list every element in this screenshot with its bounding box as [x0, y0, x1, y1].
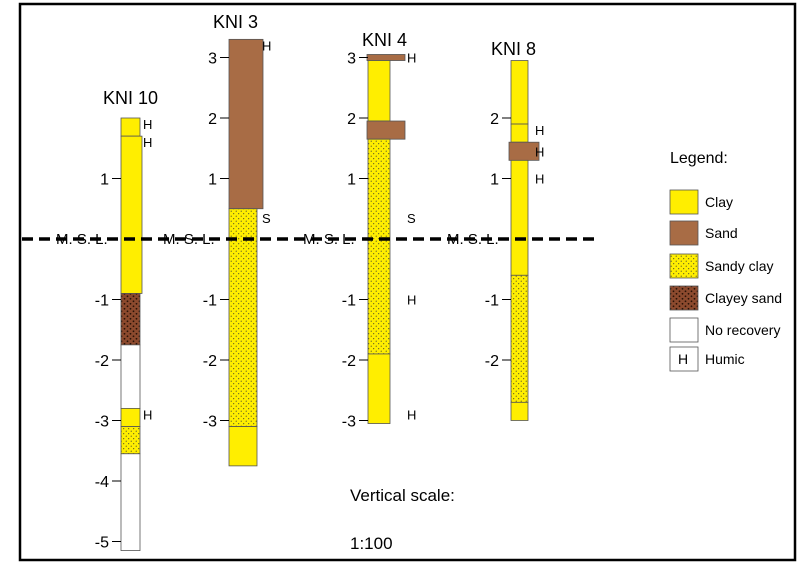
- scale-value: 1:100: [350, 534, 393, 553]
- depth-label: 3: [208, 51, 217, 68]
- layer-clay: [510, 60, 529, 125]
- depth-label: -2: [485, 353, 499, 370]
- depth-label: -1: [342, 293, 356, 310]
- legend-item-humic: H Humic: [669, 346, 745, 372]
- msl-label: M. S. L.: [447, 231, 499, 248]
- depth-label: -3: [342, 414, 356, 431]
- layer-annotation: H: [143, 135, 152, 150]
- depth-label: -2: [203, 353, 217, 370]
- legend-label: Clayey sand: [705, 290, 782, 306]
- borehole-title: KNI 8: [491, 39, 536, 59]
- layer-annotation: H: [407, 293, 416, 308]
- scale-label: Vertical scale:: [350, 486, 455, 505]
- msl-label: M. S. L.: [56, 231, 108, 248]
- depth-label: 1: [208, 172, 217, 189]
- layer-sand: [228, 38, 264, 210]
- layer-annotation: S: [262, 211, 271, 226]
- figure-frame: [18, 2, 797, 562]
- layer-annotation: H: [535, 144, 544, 159]
- layer-clay: [120, 407, 141, 427]
- legend-label: Humic: [705, 351, 745, 367]
- legend-label: Sand: [705, 225, 738, 241]
- legend-swatch: [669, 189, 699, 215]
- layer-clay: [510, 401, 529, 421]
- depth-label: -1: [95, 293, 109, 310]
- depth-label: -1: [203, 293, 217, 310]
- depth-label: -2: [95, 353, 109, 370]
- depth-label: -5: [95, 535, 109, 552]
- legend-item-clay: Clay: [669, 189, 733, 215]
- layer-sandy-clay: [510, 274, 529, 403]
- layer-sandy-clay: [120, 426, 141, 455]
- legend-swatch: [669, 285, 699, 311]
- legend-swatch: [669, 220, 699, 246]
- borehole-1: 3 2 1 -1 -2 -3 KNI 3 H S: [203, 12, 271, 467]
- depth-label: 2: [208, 111, 217, 128]
- legend-item-sandy-clay: Sandy clay: [669, 253, 773, 279]
- layer-sand: [366, 54, 406, 61]
- layer-no-recovery: [120, 453, 141, 551]
- legend-swatch: [669, 253, 699, 279]
- legend-label: Clay: [705, 194, 733, 210]
- legend-swatch: [669, 317, 699, 343]
- layer-annotation: S: [407, 211, 416, 226]
- msl-label: M. S. L.: [303, 231, 355, 248]
- layer-sand: [366, 120, 406, 140]
- legend-swatch: [669, 346, 699, 372]
- layer-annotation: H: [535, 123, 544, 138]
- borehole-title: KNI 10: [103, 88, 158, 108]
- depth-label: 1: [347, 172, 356, 189]
- layer-clay: [367, 353, 391, 424]
- depth-label: 2: [347, 111, 356, 128]
- legend-label: Sandy clay: [705, 258, 773, 274]
- layer-clay: [367, 60, 391, 122]
- depth-label: -3: [203, 414, 217, 431]
- legend-item-clayey-sand: Clayey sand: [669, 285, 782, 311]
- legend: Clay Sand Sandy clay Clayey sand No recovery…: [669, 189, 782, 372]
- layer-sandy-clay: [367, 138, 391, 355]
- layer-clayey-sand: [120, 293, 141, 346]
- borehole-title: KNI 4: [362, 30, 407, 50]
- layer-annotation: H: [407, 407, 416, 422]
- layer-annotation: H: [407, 51, 416, 66]
- layer-sandy-clay: [228, 208, 258, 427]
- borehole-title: KNI 3: [213, 12, 258, 32]
- layer-clay: [510, 123, 529, 143]
- depth-label: 2: [490, 111, 499, 128]
- msl-labels: M. S. L. M. S. L. M. S. L. M. S. L.: [56, 231, 499, 248]
- layer-clay: [120, 117, 141, 137]
- layer-clay: [120, 135, 143, 294]
- depth-label: -1: [485, 293, 499, 310]
- depth-label: -4: [95, 474, 109, 491]
- legend-label: No recovery: [705, 322, 780, 338]
- depth-label: 1: [100, 172, 109, 189]
- layer-annotation: H: [262, 38, 271, 53]
- layer-clay: [510, 159, 529, 276]
- layer-annotation: H: [143, 117, 152, 132]
- legend-item-no-recovery: No recovery: [669, 317, 780, 343]
- msl-label: M. S. L.: [163, 231, 215, 248]
- depth-label: -2: [342, 353, 356, 370]
- depth-label: -3: [95, 414, 109, 431]
- layer-annotation: H: [535, 172, 544, 187]
- layer-clay: [228, 426, 258, 467]
- depth-label: 1: [490, 172, 499, 189]
- legend-title: Legend:: [670, 150, 728, 167]
- legend-item-sand: Sand: [669, 220, 738, 246]
- layer-no-recovery: [120, 344, 141, 409]
- layer-annotation: H: [143, 407, 152, 422]
- legend-symbol: H: [678, 351, 688, 367]
- depth-label: 3: [347, 51, 356, 68]
